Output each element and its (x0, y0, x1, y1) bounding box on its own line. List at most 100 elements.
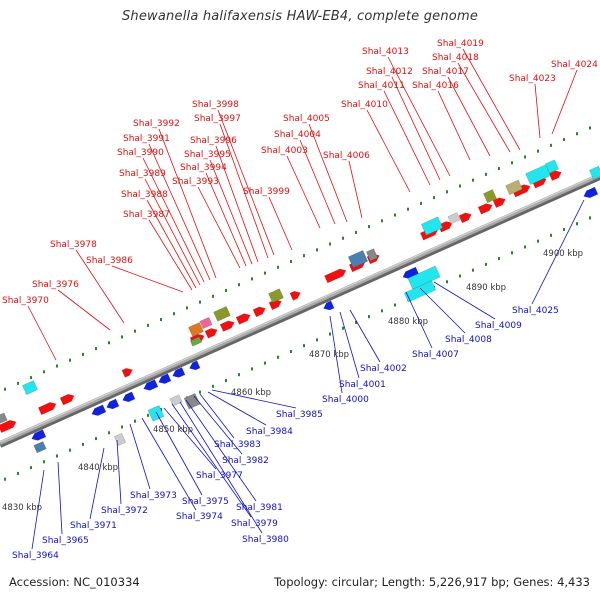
forward-label-leader (209, 159, 253, 265)
forward-gene-arrow (268, 299, 282, 310)
kbp-tick-label: 4860 kbp (231, 388, 271, 398)
forward-label-leader (383, 90, 431, 186)
forward-gene-label: Shal_3998 (192, 100, 239, 110)
reverse-gene-label: Shal_3973 (130, 491, 177, 501)
lower-tick-row-dot (589, 216, 591, 220)
lower-tick-row-dot (225, 379, 227, 382)
forward-label-leader (148, 219, 193, 291)
reverse-gene-label: Shal_3980 (242, 535, 289, 545)
upper-tick-row-dot (69, 358, 71, 362)
upper-tick-row-dot (407, 207, 409, 211)
forward-gene-label: Shal_3988 (121, 190, 168, 200)
lower-tick-row-dot (368, 315, 370, 319)
lower-tick-row-dot (563, 228, 565, 232)
kbp-tick-label: 4840 kbp (78, 463, 118, 473)
reverse-label-leader (141, 417, 197, 511)
feature-box (199, 316, 213, 330)
feature-box (447, 212, 461, 225)
upper-tick-row-dot (82, 352, 84, 356)
reverse-label-leader (179, 401, 263, 534)
upper-tick-row-dot (199, 300, 201, 304)
forward-gene-arrow (477, 203, 493, 215)
forward-gene-label: Shal_3978 (50, 240, 97, 250)
lower-tick-row-dot (485, 262, 487, 266)
reverse-gene-label: Shal_3974 (176, 512, 223, 522)
forward-gene-arrow (437, 221, 453, 233)
feature-box (347, 250, 369, 269)
reverse-gene-label: Shal_4001 (339, 380, 386, 390)
map-title: Shewanella halifaxensis HAW-EB4, complet… (121, 9, 479, 24)
lower-tick-row-dot (381, 309, 383, 313)
reverse-label-leader (433, 281, 496, 320)
lower-tick-row-dot (277, 355, 279, 359)
upper-tick-row-dot (290, 259, 292, 263)
upper-tick-row-dot (303, 254, 305, 258)
upper-tick-row-dot (238, 283, 240, 287)
forward-label-leader (205, 172, 247, 267)
forward-gene-label: Shal_3997 (194, 114, 241, 124)
reverse-gene-label: Shal_3964 (12, 551, 59, 561)
forward-label-leader (286, 155, 321, 229)
reverse-gene-label: Shal_4008 (445, 335, 492, 345)
reverse-label-leader (171, 403, 252, 518)
reverse-gene-label: Shal_3972 (101, 506, 148, 516)
upper-tick-row-dot (316, 248, 318, 252)
forward-gene-arrow (252, 306, 266, 317)
reverse-gene-arrow (31, 429, 47, 441)
forward-label-leader (534, 83, 541, 139)
upper-tick-row-dot (17, 381, 19, 385)
upper-tick-row-dot (524, 155, 526, 159)
forward-gene-arrow (0, 420, 17, 433)
upper-tick-row-dot (368, 225, 370, 229)
feature-box (33, 441, 47, 454)
forward-label-leader (437, 90, 471, 161)
forward-gene-label: Shal_4006 (323, 151, 370, 161)
feature-box (188, 322, 204, 337)
forward-gene-label: Shal_4024 (551, 60, 598, 70)
reverse-label-leader (207, 391, 267, 426)
reverse-label-leader (349, 309, 381, 363)
kbp-tick-label: 4890 kbp (466, 283, 506, 293)
forward-gene-label: Shal_4010 (341, 100, 388, 110)
forward-label-leader (146, 199, 197, 289)
reverse-gene-label: Shal_3977 (196, 471, 243, 481)
feature-box (147, 405, 165, 422)
forward-gene-arrow (324, 268, 347, 284)
kbp-tick-label: 4900 kbp (543, 249, 583, 259)
forward-label-leader (299, 139, 336, 225)
forward-gene-label: Shal_3989 (119, 169, 166, 179)
lower-tick-row-dot (160, 408, 162, 412)
lower-tick-row-dot (147, 413, 149, 417)
reverse-label-leader (57, 461, 63, 535)
reverse-gene-arrow (122, 391, 136, 402)
lower-tick-row-dot (303, 344, 305, 348)
lower-tick-row-dot (108, 431, 110, 435)
reverse-gene-arrow (143, 379, 159, 391)
forward-gene-arrow (458, 212, 472, 223)
feature-box (525, 164, 551, 185)
upper-tick-row-dot (329, 242, 331, 246)
upper-tick-row-dot (498, 167, 500, 171)
forward-label-leader (387, 56, 451, 177)
reverse-gene-arrow (323, 300, 335, 311)
forward-gene-label: Shal_4023 (509, 74, 556, 84)
reverse-gene-label: Shal_4002 (360, 364, 407, 374)
forward-gene-arrow (235, 313, 251, 325)
upper-tick-row-dot (173, 312, 175, 316)
upper-tick-row-dot (342, 236, 344, 240)
lower-tick-row-dot (550, 233, 552, 237)
upper-tick-row-dot (420, 201, 422, 205)
forward-gene-label: Shal_4019 (437, 39, 484, 49)
upper-tick-row-dot (511, 161, 513, 165)
upper-tick-row-dot (472, 178, 474, 182)
lower-tick-row-dot (69, 448, 71, 452)
forward-label-leader (111, 265, 184, 293)
upper-tick-row-dot (550, 143, 552, 147)
forward-label-leader (144, 178, 201, 286)
reverse-label-leader (129, 423, 151, 490)
lower-tick-row-dot (56, 454, 58, 458)
forward-label-leader (462, 48, 521, 151)
lower-tick-row-dot (30, 466, 32, 470)
lower-tick-row-dot (290, 349, 292, 353)
